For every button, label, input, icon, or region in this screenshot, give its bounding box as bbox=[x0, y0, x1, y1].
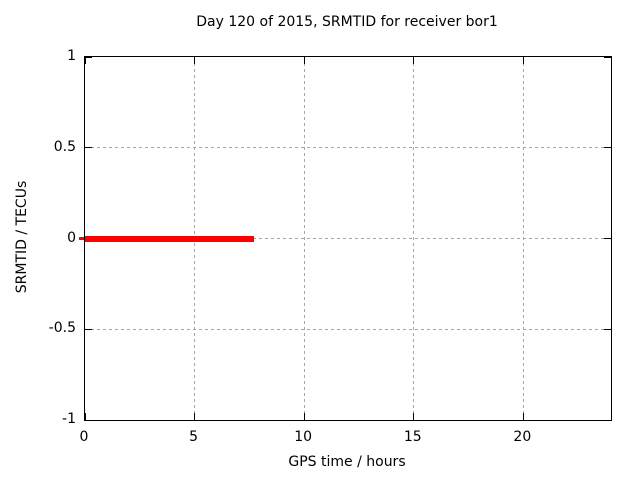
chart-title: Day 120 of 2015, SRMTID for receiver bor… bbox=[196, 14, 498, 30]
y-tick-label--1: -1 bbox=[62, 411, 76, 427]
x-tick-label-0: 0 bbox=[79, 429, 89, 445]
x-tick-label-15: 15 bbox=[403, 429, 422, 445]
x-tick-top-20 bbox=[522, 57, 524, 64]
y-tick-label-1: 1 bbox=[67, 48, 76, 64]
x-tick-bottom-5 bbox=[194, 413, 196, 420]
x-tick-top-0 bbox=[84, 57, 86, 64]
y-tick-left-0.5 bbox=[85, 147, 92, 149]
x-tick-label-10: 10 bbox=[294, 429, 313, 445]
y-tick-label-0.5: 0.5 bbox=[53, 138, 76, 155]
x-tick-top-5 bbox=[194, 57, 196, 64]
x-tick-bottom-0 bbox=[84, 413, 86, 420]
x-tick-top-15 bbox=[413, 57, 415, 64]
y-tick-label-0: 0 bbox=[67, 229, 76, 246]
y-tick-right--1 bbox=[604, 419, 611, 421]
plot-area bbox=[79, 56, 612, 421]
gridline-y--0.5 bbox=[85, 328, 611, 330]
y-tick-right-1 bbox=[604, 56, 611, 58]
x-tick-bottom-20 bbox=[522, 413, 524, 420]
x-tick-label-20: 20 bbox=[513, 429, 532, 445]
y-tick-label--0.5: -0.5 bbox=[48, 320, 76, 337]
x-tick-bottom-15 bbox=[413, 413, 415, 420]
gridline-y-0 bbox=[85, 238, 611, 239]
x-tick-bottom-10 bbox=[303, 413, 305, 420]
y-tick-right-0 bbox=[604, 238, 611, 239]
y-tick-right--0.5 bbox=[604, 328, 611, 330]
gridline-y-0.5 bbox=[85, 147, 611, 149]
y-tick-left-1 bbox=[85, 56, 92, 58]
x-tick-label-5: 5 bbox=[189, 429, 199, 445]
y-tick-right-0.5 bbox=[604, 147, 611, 149]
x-tick-top-10 bbox=[303, 57, 305, 64]
series-line-srmtid bbox=[85, 235, 254, 242]
y-tick-left--1 bbox=[85, 419, 92, 421]
series-zero-tick bbox=[79, 237, 84, 240]
y-tick-left--0.5 bbox=[85, 328, 92, 330]
x-axis-label: GPS time / hours bbox=[288, 454, 406, 470]
